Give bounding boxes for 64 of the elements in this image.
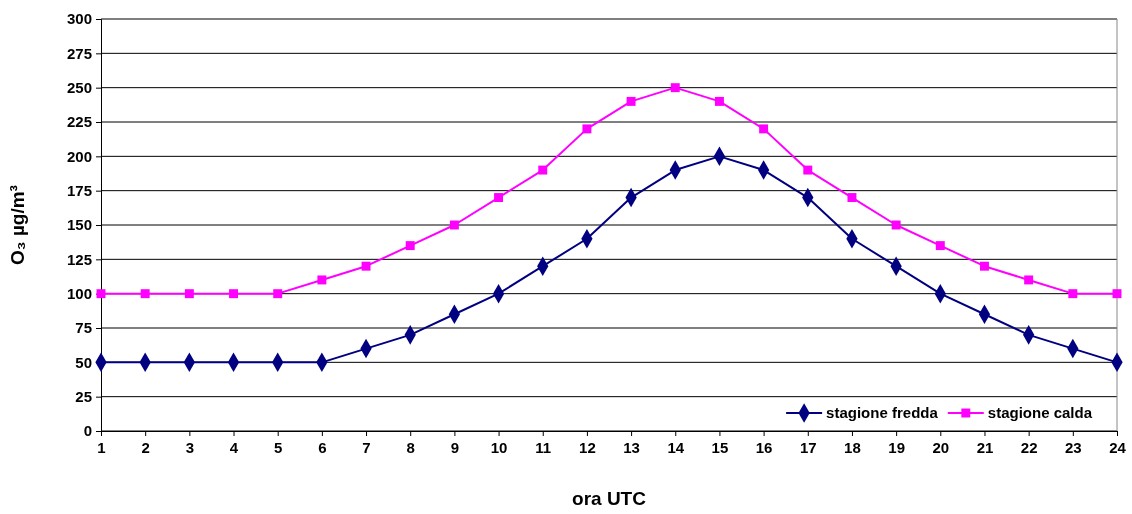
point (1024, 275, 1034, 285)
point (626, 96, 636, 106)
point (847, 193, 857, 203)
point (803, 165, 813, 175)
y-tick-label: 50 (75, 353, 92, 371)
x-tick-label: 13 (623, 438, 640, 456)
x-tick-label: 16 (755, 438, 773, 456)
x-tick-label: 12 (579, 438, 596, 456)
x-tick-label: 10 (490, 438, 508, 456)
point (670, 83, 680, 93)
point (980, 261, 989, 271)
y-axis-title: O₃ µg/m³ (7, 185, 28, 265)
y-tick-label: 25 (75, 387, 92, 405)
point (891, 220, 901, 230)
y-tick-label: 200 (66, 147, 92, 165)
x-tick-label: 8 (406, 438, 415, 456)
point (317, 275, 327, 285)
x-tick-label: 22 (1020, 438, 1038, 456)
point (449, 220, 459, 230)
point (538, 165, 548, 175)
legend-label: stagione calda (987, 404, 1093, 421)
x-tick-label: 11 (535, 438, 552, 456)
x-axis-title: ora UTC (572, 488, 647, 509)
x-tick-label: 3 (185, 438, 195, 456)
y-tick-label: 125 (66, 250, 92, 268)
point (935, 241, 945, 251)
x-tick-label: 17 (799, 438, 817, 456)
point (361, 261, 371, 271)
point (184, 289, 194, 299)
y-tick-label: 250 (66, 78, 92, 96)
point (714, 96, 724, 106)
point (1112, 289, 1122, 299)
y-tick-label: 0 (83, 422, 92, 440)
x-tick-label: 15 (711, 438, 729, 456)
x-tick-label: 21 (976, 438, 994, 456)
x-tick-label: 14 (667, 438, 685, 456)
x-tick-label: 9 (450, 438, 460, 456)
y-tick-label: 225 (66, 113, 92, 131)
x-tick-label: 7 (362, 438, 371, 456)
x-tick-label: 4 (229, 438, 239, 456)
point (405, 241, 415, 251)
point (229, 289, 238, 299)
x-tick-label: 23 (1064, 438, 1082, 456)
x-tick-label: 18 (844, 438, 861, 456)
point (140, 289, 150, 299)
y-tick-label: 150 (66, 216, 92, 234)
y-tick-label: 300 (66, 10, 92, 28)
point (1068, 289, 1078, 299)
y-tick-label: 175 (66, 181, 92, 199)
x-tick-label: 5 (274, 438, 283, 456)
x-tick-label: 2 (141, 438, 150, 456)
legend-label: stagione fredda (826, 404, 939, 421)
point (494, 193, 504, 203)
point (273, 289, 283, 299)
y-tick-label: 275 (66, 44, 92, 62)
y-tick-label: 75 (75, 319, 92, 337)
point (759, 124, 769, 134)
x-tick-label: 19 (888, 438, 905, 456)
x-tick-label: 20 (932, 438, 950, 456)
point (582, 124, 592, 134)
y-tick-label: 100 (66, 284, 92, 302)
x-tick-label: 24 (1109, 438, 1127, 456)
x-tick-label: 6 (318, 438, 327, 456)
x-tick-label: 1 (97, 438, 106, 456)
